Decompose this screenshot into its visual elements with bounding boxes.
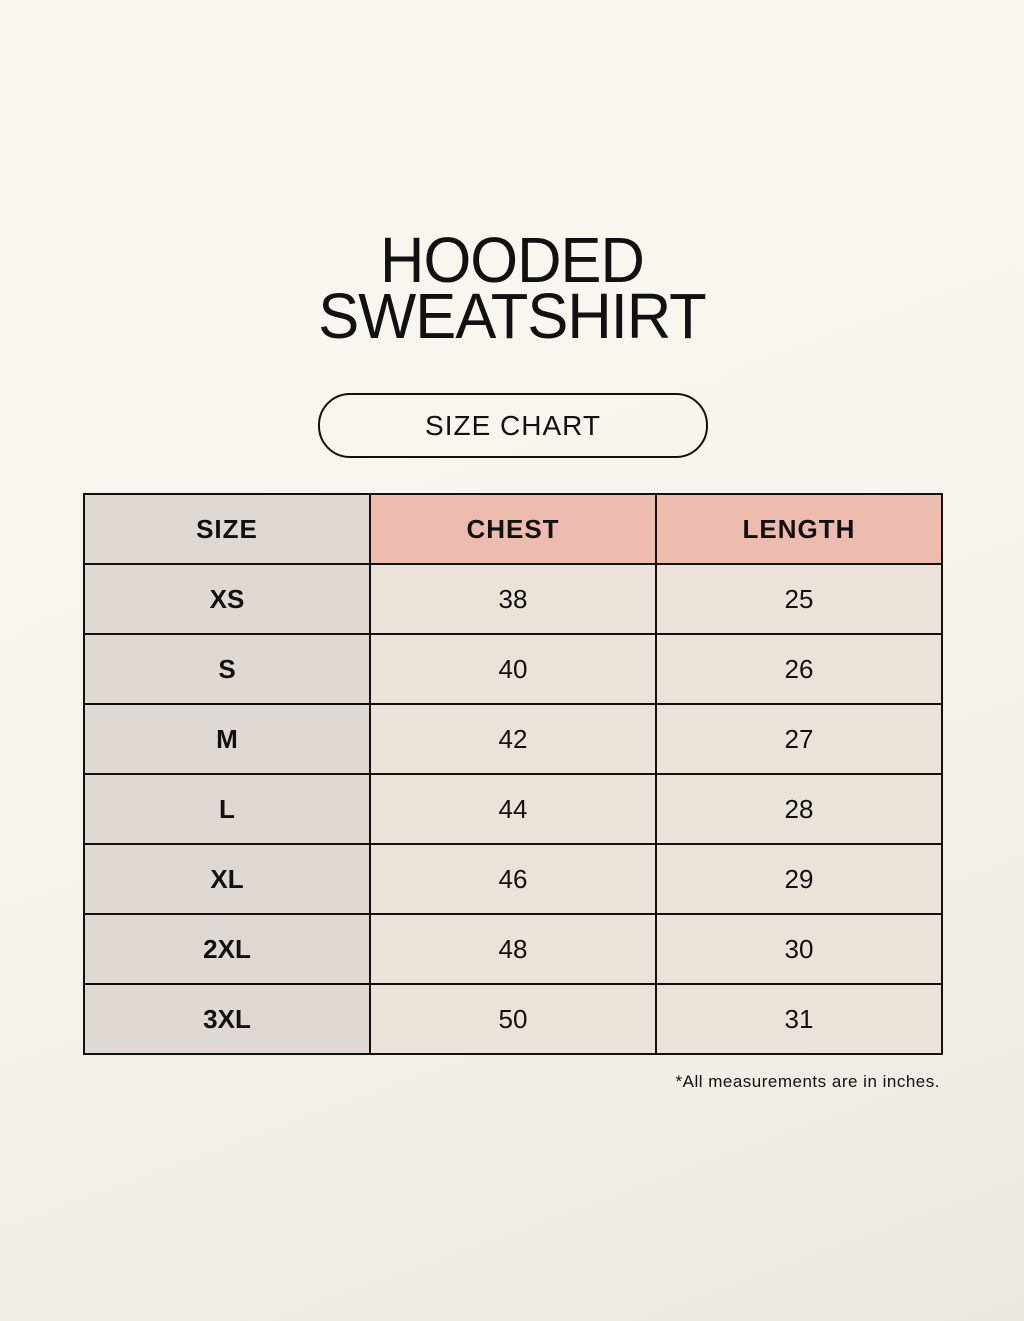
table-row: S 40 26: [83, 633, 943, 705]
cell-chest: 42: [369, 703, 657, 775]
cell-chest: 44: [369, 773, 657, 845]
page-title: HOODED SWEATSHIRT: [0, 224, 1024, 352]
size-chart-label: SIZE CHART: [318, 393, 708, 458]
cell-size: S: [83, 633, 371, 705]
cell-size: XS: [83, 563, 371, 635]
cell-size: XL: [83, 843, 371, 915]
header-size: SIZE: [83, 493, 371, 565]
table-row: L 44 28: [83, 773, 943, 845]
title-line-1: HOODED: [380, 224, 645, 296]
size-table: SIZE CHEST LENGTH XS 38 25 S 40 26 M 42 27 L 44 28 X…: [83, 493, 943, 1055]
cell-length: 28: [655, 773, 943, 845]
cell-chest: 38: [369, 563, 657, 635]
header-chest: CHEST: [369, 493, 657, 565]
cell-size: 3XL: [83, 983, 371, 1055]
title-line-2: SWEATSHIRT: [318, 280, 706, 352]
cell-length: 25: [655, 563, 943, 635]
cell-length: 26: [655, 633, 943, 705]
cell-size: M: [83, 703, 371, 775]
cell-length: 31: [655, 983, 943, 1055]
cell-size: 2XL: [83, 913, 371, 985]
measurement-note: *All measurements are in inches.: [675, 1072, 940, 1091]
table-row: XS 38 25: [83, 563, 943, 635]
cell-chest: 48: [369, 913, 657, 985]
cell-chest: 46: [369, 843, 657, 915]
table-row: 3XL 50 31: [83, 983, 943, 1055]
table-row: XL 46 29: [83, 843, 943, 915]
cell-length: 30: [655, 913, 943, 985]
cell-length: 27: [655, 703, 943, 775]
table-header-row: SIZE CHEST LENGTH: [83, 493, 943, 565]
cell-size: L: [83, 773, 371, 845]
header-length: LENGTH: [655, 493, 943, 565]
cell-chest: 40: [369, 633, 657, 705]
cell-chest: 50: [369, 983, 657, 1055]
table-row: M 42 27: [83, 703, 943, 775]
cell-length: 29: [655, 843, 943, 915]
table-row: 2XL 48 30: [83, 913, 943, 985]
